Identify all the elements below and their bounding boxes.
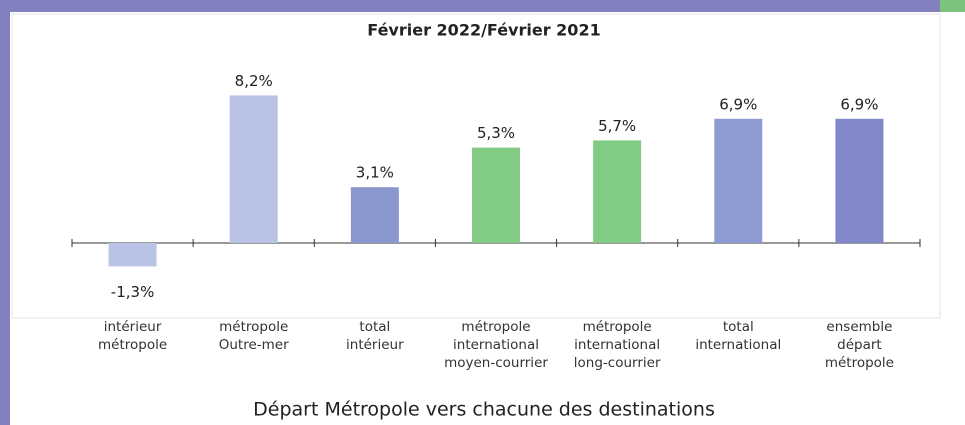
x-tick-label: intérieur métropole bbox=[98, 319, 167, 353]
data-label: -1,3% bbox=[111, 283, 155, 301]
data-label: 5,3% bbox=[477, 124, 515, 142]
x-tick-label: métropole international long-courrier bbox=[574, 319, 661, 371]
bar bbox=[108, 243, 157, 267]
x-axis-label: Départ Métropole vers chacune des destin… bbox=[253, 399, 715, 421]
x-tick-label: total international bbox=[695, 319, 781, 353]
bar bbox=[229, 95, 278, 244]
chart-title: Février 2022/Février 2021 bbox=[367, 21, 600, 40]
left-band bbox=[0, 0, 10, 425]
x-tick-label: ensemble départ métropole bbox=[825, 319, 894, 371]
x-tick-label: total intérieur bbox=[346, 319, 404, 353]
data-label: 6,9% bbox=[719, 95, 757, 113]
corner-accent bbox=[940, 0, 965, 12]
data-label: 5,7% bbox=[598, 117, 636, 135]
bar bbox=[350, 187, 399, 243]
data-label: 3,1% bbox=[356, 164, 394, 182]
bar bbox=[714, 118, 763, 243]
bar bbox=[593, 140, 642, 243]
x-tick-label: métropole Outre-mer bbox=[219, 319, 289, 353]
data-label: 8,2% bbox=[235, 72, 273, 90]
data-label: 6,9% bbox=[840, 95, 878, 113]
x-tick-label: métropole international moyen-courrier bbox=[444, 319, 548, 371]
top-band bbox=[0, 0, 965, 12]
bar bbox=[472, 147, 520, 243]
bar bbox=[835, 118, 884, 243]
